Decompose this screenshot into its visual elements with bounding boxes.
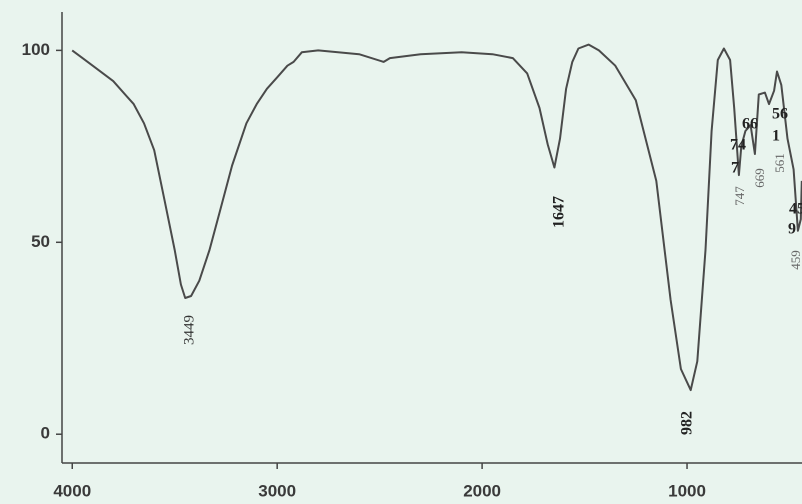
y-tick-label: 100 xyxy=(22,40,50,59)
x-tick-label: 4000 xyxy=(53,481,91,500)
peak-label: 7 xyxy=(731,160,739,177)
peak-label: 66 xyxy=(742,116,758,133)
chart: 0501004000300020001000344916479827476695… xyxy=(0,0,802,504)
x-tick-label: 1000 xyxy=(668,481,706,500)
peak-label: 1 xyxy=(772,128,780,145)
peak-label: 747 xyxy=(732,186,747,206)
body: {"chart_data": {"type": "line", "x": [40… xyxy=(0,0,802,504)
peak-label: 982 xyxy=(679,411,696,435)
peak-label: 45 xyxy=(789,201,802,218)
page: html, body { margin: 0; padding: 0; widt… xyxy=(0,0,802,504)
peak-label: 74 xyxy=(730,137,746,154)
peak-label: 561 xyxy=(772,153,787,173)
peak-label: 3449 xyxy=(181,315,197,345)
y-tick-label: 0 xyxy=(41,424,50,443)
peak-label: 669 xyxy=(752,168,767,188)
x-tick-label: 2000 xyxy=(463,481,501,500)
y-tick-label: 50 xyxy=(31,232,50,251)
peak-label: 9 xyxy=(788,221,796,238)
peak-label: 56 xyxy=(772,106,788,123)
peak-label: 1647 xyxy=(551,196,568,228)
x-tick-label: 3000 xyxy=(258,481,296,500)
peak-label: 459 xyxy=(788,250,802,270)
